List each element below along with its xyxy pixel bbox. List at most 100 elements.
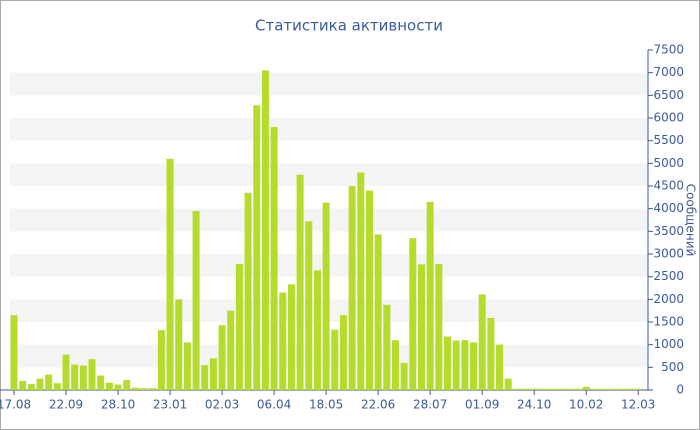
x-tick-label: 28.07 [413, 398, 447, 412]
bar [452, 340, 460, 390]
x-tick-label: 06.04 [257, 398, 291, 412]
bar [513, 388, 521, 390]
bar [279, 292, 287, 390]
bar [287, 284, 295, 390]
x-tick-label: 17.08 [0, 398, 31, 412]
chart-title: Статистика активности [255, 17, 443, 35]
y-tick-label: 5500 [653, 133, 684, 147]
bar [600, 388, 608, 390]
bar [183, 342, 191, 390]
bar [140, 388, 148, 390]
x-tick-label: 01.09 [465, 398, 499, 412]
y-tick-label: 1000 [653, 337, 684, 351]
x-tick-label: 10.02 [569, 398, 603, 412]
x-tick-label: 12.03 [621, 398, 655, 412]
bar [400, 362, 408, 390]
bar [79, 365, 87, 390]
bar [322, 202, 330, 390]
bar [634, 388, 642, 390]
y-tick-label: 3500 [653, 224, 684, 238]
bar [426, 201, 434, 390]
bar [313, 270, 321, 390]
x-tick-label: 23.01 [153, 398, 187, 412]
bar [556, 388, 564, 390]
bar [391, 340, 399, 390]
x-tick-label: 24.10 [517, 398, 551, 412]
bar [348, 186, 356, 390]
bar [166, 158, 174, 390]
y-axis-label: Сообщений [684, 184, 698, 257]
bar [218, 325, 226, 390]
grid-band [10, 72, 648, 96]
bar [331, 329, 339, 390]
bar [417, 264, 425, 390]
bar [582, 386, 590, 390]
bar [496, 344, 504, 390]
bar [270, 127, 278, 391]
y-tick-label: 5000 [653, 156, 684, 170]
bar [53, 383, 61, 390]
bar [530, 388, 538, 390]
y-tick-label: 7000 [653, 65, 684, 79]
bar [383, 304, 391, 390]
bar [149, 388, 157, 390]
bar [365, 190, 373, 390]
bar [461, 340, 469, 390]
bar [123, 380, 131, 390]
bar [296, 174, 304, 390]
x-tick-label: 22.09 [49, 398, 83, 412]
y-tick-label: 2500 [653, 269, 684, 283]
bar [504, 378, 512, 390]
bar [305, 221, 313, 390]
bar [617, 388, 625, 390]
bar [470, 342, 478, 390]
bar [565, 388, 573, 390]
x-tick-label: 22.06 [361, 398, 395, 412]
bar [10, 315, 18, 390]
bar [487, 317, 495, 390]
bar [27, 384, 35, 390]
bar [201, 365, 209, 390]
bar [131, 387, 139, 390]
y-tick-label: 6500 [653, 88, 684, 102]
bar [478, 294, 486, 390]
y-tick-label: 7500 [653, 43, 684, 57]
bar [261, 70, 269, 391]
bar [244, 192, 252, 390]
bar [105, 382, 113, 390]
bar [157, 330, 165, 390]
bar [36, 378, 44, 390]
bar [253, 105, 261, 390]
bar [209, 358, 217, 390]
grid-band [10, 163, 648, 186]
y-tick-label: 2000 [653, 292, 684, 306]
bar [548, 388, 556, 390]
y-tick-label: 1500 [653, 315, 684, 329]
bar [574, 388, 582, 390]
y-tick-label: 500 [661, 360, 684, 374]
bar [522, 388, 530, 390]
bar [444, 336, 451, 390]
bar [339, 315, 347, 390]
bar [114, 384, 122, 390]
bar [71, 364, 79, 390]
bar [374, 234, 382, 390]
bar [19, 380, 27, 390]
y-tick-label: 4500 [653, 179, 684, 193]
bar [97, 375, 105, 390]
bar [591, 388, 599, 390]
bar [357, 172, 365, 390]
bar [539, 388, 547, 390]
x-tick-label: 18.05 [309, 398, 343, 412]
bar [192, 210, 200, 390]
y-tick-label: 4000 [653, 201, 684, 215]
bar [175, 299, 183, 390]
y-tick-label: 0 [676, 383, 684, 397]
x-tick-label: 02.03 [205, 398, 239, 412]
bar [626, 388, 634, 390]
y-tick-label: 6000 [653, 111, 684, 125]
x-tick-label: 28.10 [101, 398, 135, 412]
bar [435, 263, 443, 390]
bar [409, 238, 417, 390]
